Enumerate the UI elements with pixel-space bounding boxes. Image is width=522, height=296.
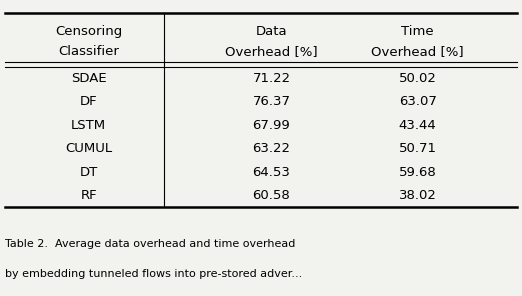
Text: Classifier: Classifier xyxy=(58,45,119,58)
Text: 50.02: 50.02 xyxy=(399,72,436,85)
Text: 63.22: 63.22 xyxy=(253,142,290,155)
Text: DT: DT xyxy=(80,165,98,178)
Text: 63.07: 63.07 xyxy=(399,95,436,108)
Text: Overhead [%]: Overhead [%] xyxy=(225,45,318,58)
Text: 71.22: 71.22 xyxy=(252,72,291,85)
Text: 59.68: 59.68 xyxy=(399,165,436,178)
Text: 38.02: 38.02 xyxy=(399,189,436,202)
Text: 43.44: 43.44 xyxy=(399,119,436,132)
Text: 67.99: 67.99 xyxy=(253,119,290,132)
Text: by embedding tunneled flows into pre-stored adver...: by embedding tunneled flows into pre-sto… xyxy=(5,269,302,279)
Text: Censoring: Censoring xyxy=(55,25,122,38)
Text: 76.37: 76.37 xyxy=(253,95,290,108)
Text: LSTM: LSTM xyxy=(71,119,106,132)
Text: 50.71: 50.71 xyxy=(399,142,436,155)
Text: Table 2.  Average data overhead and time overhead: Table 2. Average data overhead and time … xyxy=(5,239,295,249)
Text: Data: Data xyxy=(256,25,287,38)
Text: CUMUL: CUMUL xyxy=(65,142,112,155)
Text: Time: Time xyxy=(401,25,434,38)
Text: DF: DF xyxy=(80,95,98,108)
Text: RF: RF xyxy=(80,189,97,202)
Text: 60.58: 60.58 xyxy=(253,189,290,202)
Text: Overhead [%]: Overhead [%] xyxy=(371,45,464,58)
Text: 64.53: 64.53 xyxy=(253,165,290,178)
Text: SDAE: SDAE xyxy=(71,72,106,85)
